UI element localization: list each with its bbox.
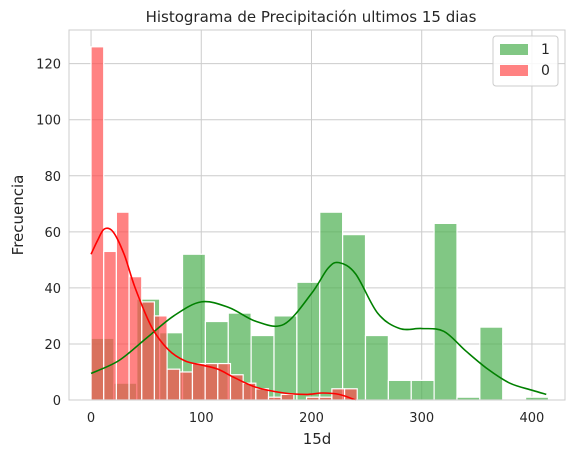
series-0-bar-11 [342, 234, 367, 401]
chart-title: Histograma de Precipitación ultimos 15 d… [146, 8, 477, 26]
series-0-bar-12 [364, 334, 389, 401]
y-tick-label-3: 60 [44, 226, 61, 241]
legend-label-series-0: 1 [541, 42, 550, 58]
legend: 1 0 [492, 35, 559, 87]
series-1-bar-5 [153, 315, 168, 401]
series-1-bar-8 [191, 362, 206, 401]
x-tick-label-3: 300 [409, 411, 434, 426]
x-tick-labels: 0 100 200 300 400 [87, 411, 544, 426]
series-0-bar-17 [479, 326, 504, 401]
series-1-bar-4 [141, 301, 156, 401]
series-0-bar-14 [410, 379, 435, 401]
grid-lines [69, 30, 565, 401]
series-0-bar-10 [319, 211, 344, 401]
series-1-kde-line [90, 227, 356, 401]
series-0-bar-9 [296, 281, 321, 401]
y-tick-label-2: 40 [44, 282, 61, 297]
y-axis-label: Frecuencia [9, 175, 27, 256]
series-0-kde-line [90, 261, 547, 396]
legend-swatch-series-1 [500, 65, 528, 76]
y-tick-label-6: 120 [36, 58, 61, 73]
x-tick-label-4: 400 [520, 411, 545, 426]
series-1-bar-3 [128, 276, 143, 401]
series-1-bar-15 [280, 393, 295, 401]
x-tick-label-1: 100 [189, 411, 214, 426]
series-0-bar-15 [433, 222, 458, 401]
x-axis-label: 15d [303, 430, 332, 448]
series-1-bar-7 [179, 371, 194, 401]
series-1-bar-1 [103, 250, 117, 401]
series-1-bar-10 [217, 362, 232, 401]
y-tick-labels: 0 20 40 60 80 100 120 [36, 58, 61, 409]
legend-swatch-series-0 [500, 44, 528, 55]
series-0-bar-8 [273, 315, 298, 401]
y-tick-label-5: 100 [36, 114, 61, 129]
legend-label-series-1: 0 [541, 63, 550, 79]
y-tick-label-1: 20 [44, 338, 61, 353]
y-tick-label-4: 80 [44, 170, 61, 185]
x-tick-label-2: 200 [299, 411, 324, 426]
plot-frame [68, 29, 566, 401]
y-tick-label-0: 0 [53, 394, 61, 409]
kde-curves [90, 227, 547, 401]
series-1-bar-6 [166, 368, 181, 401]
series-1-bar-0 [90, 46, 105, 401]
series-0-bar-13 [387, 379, 412, 401]
x-tick-label-0: 0 [87, 411, 95, 426]
